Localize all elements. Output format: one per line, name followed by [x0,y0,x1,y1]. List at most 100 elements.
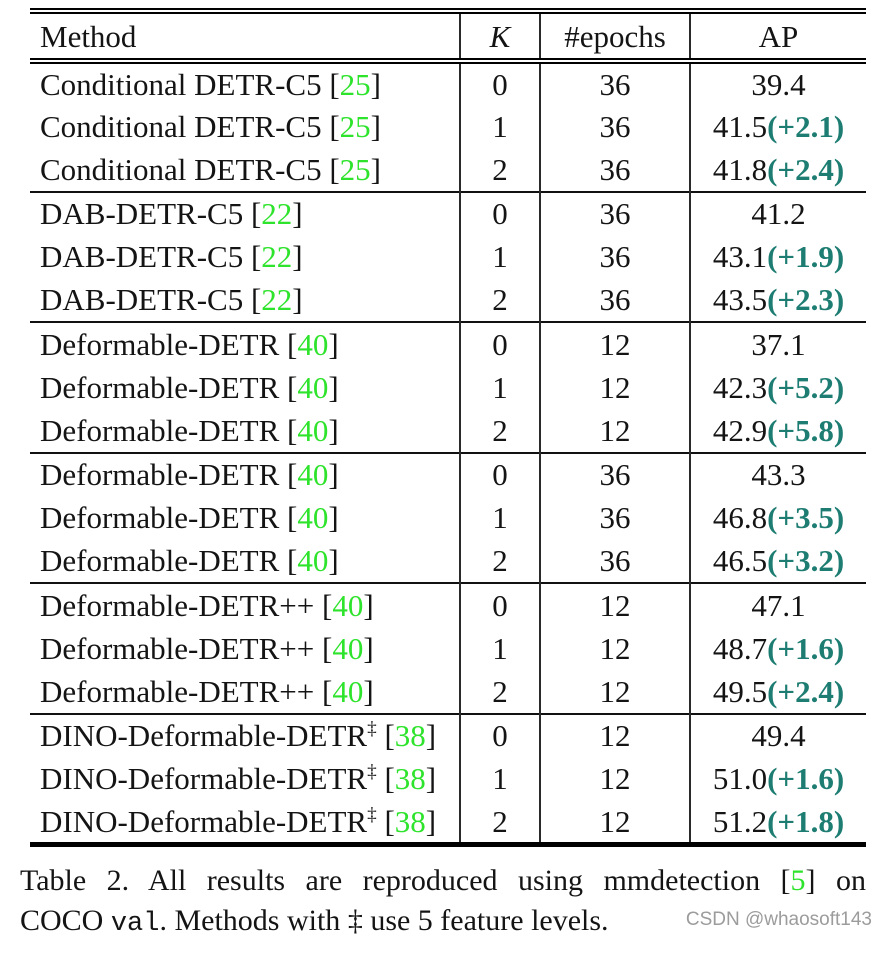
table-row: Deformable-DETR++ [40] 1 12 48.7(+1.6) [30,626,866,670]
epochs-cell: 12 [539,582,690,627]
citation-link[interactable]: [40] [314,673,374,709]
citation-close-bracket: ] [425,803,437,839]
method-cell: Deformable-DETR [40] [30,366,460,410]
citation-link[interactable]: [25] [322,67,381,102]
citation-link[interactable]: [40] [314,588,374,623]
table-row: Deformable-DETR++ [40] 2 12 49.5(+2.4) [30,670,866,714]
citation-number: 38 [394,718,426,754]
k-cell: 1 [459,757,540,801]
citation-number: 25 [339,108,371,144]
citation-open-bracket: [ [279,369,298,405]
citation-number: 22 [261,282,293,318]
citation-number: 40 [297,457,329,493]
method-cell: Deformable-DETR++ [40] [30,670,460,714]
col-header-ap: AP [689,11,866,64]
citation-link[interactable]: [22] [243,239,303,274]
citation-number: 40 [332,673,364,709]
citation-close-bracket: ] [328,326,339,362]
method-cell: Conditional DETR-C5 [25] [30,148,460,192]
k-cell: 0 [459,451,540,496]
caption-text: on [815,863,867,897]
citation-link[interactable]: [38] [377,718,436,753]
citation-open-bracket: [ [314,673,333,709]
citation-open-bracket: [ [376,803,395,839]
table-row: DAB-DETR-C5 [22] 2 36 43.5(+2.3) [30,278,866,323]
table-row: Conditional DETR-C5 [25] 1 36 41.5(+2.1) [30,104,866,148]
citation-link[interactable]: [40] [279,543,339,578]
citation-link[interactable]: [40] [279,500,339,536]
table-row: Deformable-DETR [40] 1 12 42.3(+5.2) [30,365,866,410]
caption-citation-number[interactable]: 5 [790,863,806,897]
citation-link[interactable]: [22] [243,196,303,231]
method-name: Deformable-DETR [40,326,280,362]
table-row: Conditional DETR-C5 [25] 0 36 39.4 [30,61,866,105]
k-cell: 0 [459,712,540,757]
citation-link[interactable]: [22] [243,282,303,318]
caption-line-2: COCO val. Methods with ‡ use 5 feature l… [20,901,866,944]
method-cell: DAB-DETR-C5 [22] [30,279,460,323]
citation-link[interactable]: [40] [279,326,339,362]
ap-delta: (+2.3) [767,282,845,318]
epochs-cell: 36 [539,190,690,235]
ap-delta: (+3.5) [767,500,845,536]
ap-value: 41.8 [712,151,768,187]
citation-link[interactable]: [38] [377,804,436,839]
citation-link[interactable]: [25] [322,152,381,187]
method-cell: DAB-DETR-C5 [22] [30,235,460,279]
caption-text: use 5 feature levels. [362,903,609,937]
citation-link[interactable]: [40] [279,412,339,448]
method-cell: Deformable-DETR [40] [30,496,460,540]
k-cell: 1 [459,365,540,409]
citation-link[interactable]: [25] [322,109,381,144]
citation-link[interactable]: [40] [314,631,374,666]
epochs-cell: 36 [539,148,690,192]
table-row: DAB-DETR-C5 [22] 1 36 43.1(+1.9) [30,235,866,279]
epochs-cell: 12 [539,409,690,453]
epochs-cell: 12 [539,365,690,409]
watermark: CSDN @whaosoft143 [685,908,872,930]
ap-value: 39.4 [751,66,806,102]
caption-text: . Methods with [159,903,348,937]
epochs-cell: 12 [539,626,690,670]
caption-text: ] [805,863,816,897]
citation-open-bracket: [ [376,761,395,797]
method-cell: Deformable-DETR++ [40] [30,582,460,627]
citation-number: 40 [297,412,329,448]
ap-cell: 49.4 [689,712,866,757]
citation-link[interactable]: [40] [279,457,339,493]
caption-text: [ [780,863,791,897]
k-cell: 1 [459,626,540,670]
ap-cell: 51.0(+1.6) [689,757,866,801]
epochs-cell: 36 [539,104,690,148]
ap-value: 43.3 [751,457,806,493]
ap-cell: 43.1(+1.9) [689,235,866,279]
table-header-row: Method K #epochs AP [30,11,866,64]
method-cell: DINO-Deformable-DETR‡ [38] [30,757,460,801]
citation-link[interactable]: [40] [279,369,339,405]
citation-close-bracket: ] [370,66,381,102]
results-table-body: Conditional DETR-C5 [25] 0 36 39.4 Condition… [30,61,866,844]
k-cell: 2 [459,278,540,322]
method-name: Deformable-DETR++ [40,587,315,623]
method-cell: DINO-Deformable-DETR‡ [38] [30,801,460,845]
citation-number: 40 [297,500,329,536]
method-name: DAB-DETR-C5 [40,239,244,275]
citation-number: 40 [297,369,329,405]
results-table: Method K #epochs AP Conditional DETR-C5 … [30,8,866,847]
method-name: Conditional DETR-C5 [40,151,322,187]
ap-value: 47.1 [751,587,806,623]
ap-value: 49.4 [751,718,806,754]
double-dagger-mark: ‡ [367,718,377,740]
ap-value: 46.5 [712,543,768,579]
citation-open-bracket: [ [321,151,340,187]
citation-link[interactable]: [38] [377,761,436,796]
ap-cell: 48.7(+1.6) [689,626,866,670]
citation-close-bracket: ] [370,151,381,187]
method-name: DAB-DETR-C5 [40,196,244,232]
epochs-cell: 12 [539,670,690,714]
ap-cell: 42.3(+5.2) [689,365,866,409]
citation-open-bracket: [ [279,326,298,362]
caption-text: All results are reproduced using mmdetec… [129,863,781,897]
ap-cell: 39.4 [689,61,866,105]
